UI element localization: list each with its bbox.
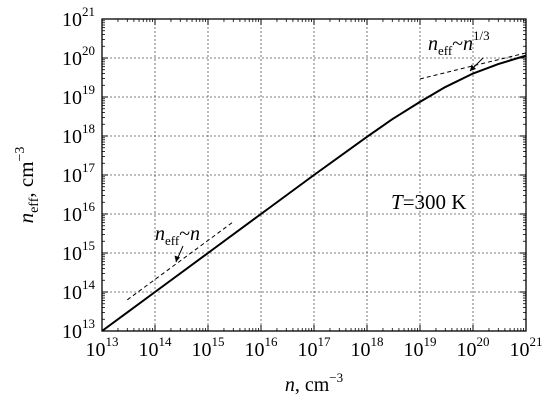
y-tick-label: 1015	[62, 238, 95, 265]
y-tick-label: 1018	[62, 121, 95, 148]
cube-root-regime-annotation: neff~n1/3	[428, 28, 490, 58]
x-tick-label: 1018	[351, 334, 384, 361]
x-tick-label: 1017	[298, 334, 332, 361]
y-tick-label: 1019	[62, 82, 95, 109]
x-tick-label: 1014	[139, 334, 173, 361]
y-tick-label: 1017	[62, 160, 96, 187]
x-tick-label: 1016	[245, 334, 279, 361]
temperature-annotation: T=300 K	[391, 190, 466, 214]
y-tick-label: 1021	[62, 4, 95, 31]
x-axis-label: n, cm−3	[285, 370, 343, 396]
cube-root-annotation-arrowhead	[470, 64, 476, 71]
x-tick-label: 1015	[192, 334, 225, 361]
tick-marks	[101, 18, 527, 332]
y-tick-label: 1014	[62, 277, 96, 304]
y-axis-label: neff, cm−3	[13, 147, 42, 224]
y-tick-label: 1020	[62, 43, 95, 70]
x-tick-label: 1021	[510, 334, 543, 361]
linear-annotation-arrowhead	[174, 255, 180, 262]
x-tick-labels: 1013 1014 1015 1016 1017 1018 1019 1020 1021	[86, 334, 543, 361]
asymptote-line-1	[126, 221, 234, 301]
y-tick-label: 1016	[62, 199, 96, 226]
series-layer	[101, 52, 527, 332]
x-tick-label: 1020	[457, 334, 490, 361]
x-tick-label: 1013	[86, 334, 119, 361]
neff-curve	[101, 54, 527, 332]
grid	[102, 19, 526, 331]
x-tick-label: 1019	[404, 334, 437, 361]
y-tick-labels: 1013 1014 1015 1016 1017 1018 1019 1020 1021	[62, 4, 96, 343]
linear-regime-annotation: neff~n	[155, 223, 200, 248]
y-tick-label: 1013	[62, 316, 95, 343]
